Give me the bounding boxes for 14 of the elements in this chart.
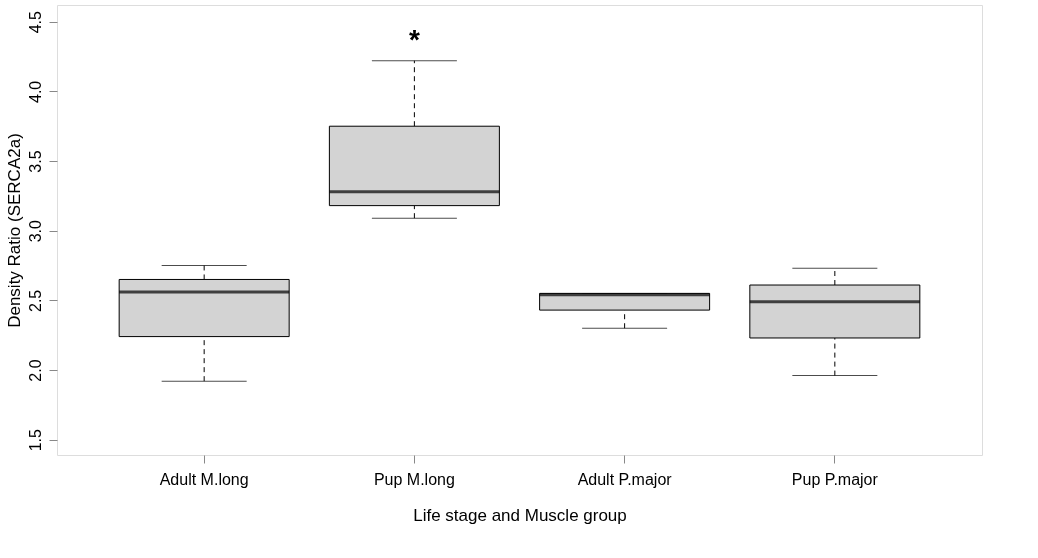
annotation: * — [408, 23, 420, 55]
x-tick-label: Adult P.major — [577, 470, 673, 488]
y-tick-label: 4.0 — [26, 80, 44, 103]
y-axis-title: Density Ratio (SERCA2a) — [4, 133, 24, 328]
x-tick-label: Pup M.long — [373, 470, 455, 488]
y-tick-label: 2.0 — [26, 359, 44, 382]
x-tick-label: Pup P.major — [791, 470, 879, 488]
y-tick-label: 2.5 — [26, 289, 44, 312]
x-tick-label: Adult M.long — [159, 470, 249, 488]
y-tick-label: 4.5 — [26, 11, 44, 34]
y-tick-label: 3.0 — [26, 219, 44, 243]
x-axis-title: Life stage and Muscle group — [413, 505, 627, 525]
y-tick-label: 1.5 — [26, 428, 44, 452]
y-tick-label: 3.5 — [26, 150, 44, 173]
